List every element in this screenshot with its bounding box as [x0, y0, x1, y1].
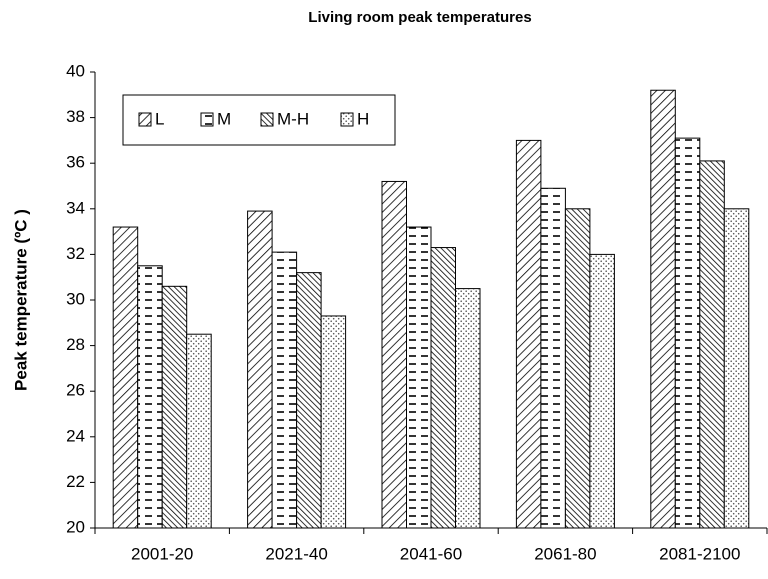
- bar: [381, 180, 407, 529]
- x-tick-label: 2021-40: [265, 544, 327, 563]
- bar: [455, 288, 481, 529]
- bar: [137, 265, 163, 529]
- bar: [186, 333, 212, 529]
- y-tick-label: 36: [66, 153, 85, 172]
- y-tick-label: 26: [66, 381, 85, 400]
- x-tick-label: 2061-80: [534, 544, 596, 563]
- bar: [296, 272, 322, 529]
- legend-label: M: [217, 109, 231, 128]
- bar: [247, 210, 273, 529]
- bar: [674, 137, 701, 529]
- bar: [723, 208, 750, 529]
- y-tick-label: 32: [66, 244, 85, 263]
- legend-swatch: [260, 112, 274, 127]
- y-tick-label: 38: [66, 107, 85, 126]
- y-tick-label: 24: [66, 426, 85, 445]
- bar: [406, 226, 432, 529]
- bar: [589, 253, 615, 529]
- bar: [650, 89, 676, 529]
- bar: [540, 187, 566, 529]
- bar: [564, 208, 591, 529]
- y-tick-label: 20: [66, 517, 85, 536]
- bar: [112, 226, 139, 529]
- bar: [699, 160, 725, 529]
- bar: [271, 251, 298, 529]
- legend-swatch: [138, 112, 152, 127]
- y-tick-label: 40: [66, 61, 85, 80]
- legend-swatch: [340, 112, 354, 127]
- y-axis-label: Peak temperature (ºC ): [11, 209, 30, 391]
- legend-swatch: [200, 112, 214, 127]
- chart-title: Living room peak temperatures: [308, 9, 531, 26]
- y-tick-label: 28: [66, 335, 85, 354]
- y-tick-label: 22: [66, 472, 85, 491]
- y-tick-label: 30: [66, 289, 85, 308]
- legend-label: M-H: [277, 109, 309, 128]
- x-tick-label: 2041-60: [400, 544, 462, 563]
- bar: [515, 139, 542, 529]
- legend-label: H: [357, 109, 369, 128]
- bar: [430, 247, 456, 529]
- x-tick-label: 2081-2100: [659, 544, 740, 563]
- legend-label: L: [155, 109, 164, 128]
- bar: [161, 285, 188, 529]
- x-tick-label: 2001-20: [131, 544, 193, 563]
- bar: [320, 315, 347, 529]
- y-tick-label: 34: [66, 198, 85, 217]
